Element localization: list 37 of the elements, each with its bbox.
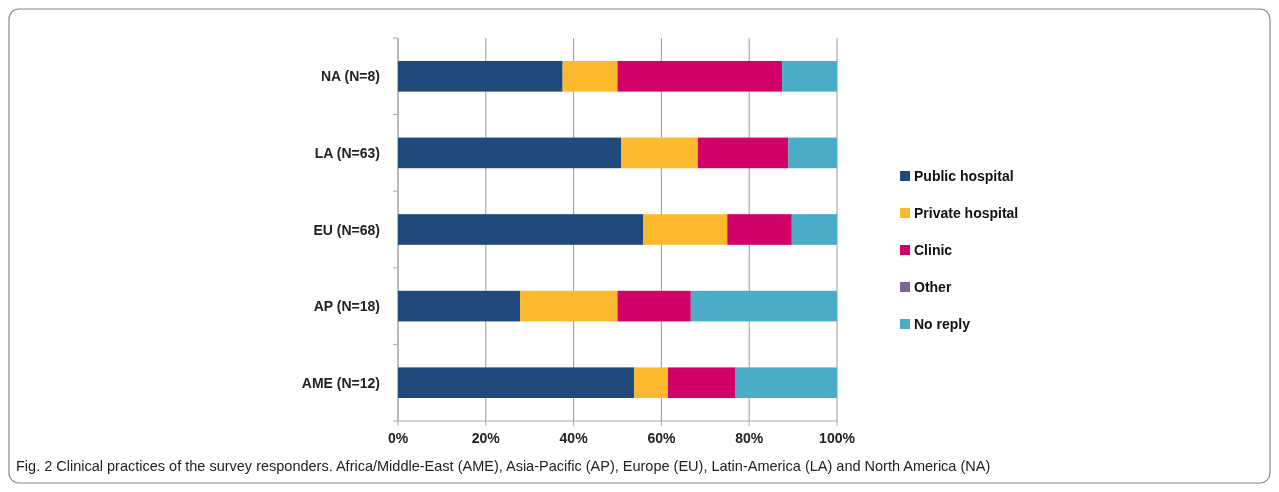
bar	[634, 367, 668, 399]
x-tick-label: 100%	[819, 430, 856, 446]
bar	[788, 137, 837, 169]
bar	[782, 60, 837, 92]
bar	[398, 367, 635, 399]
bar	[697, 137, 789, 169]
legend-label: Clinic	[914, 242, 953, 258]
legend-label: Other	[914, 279, 952, 295]
bar	[520, 290, 618, 322]
bar	[643, 214, 728, 245]
y-tick-label: NA (N=8)	[321, 68, 380, 85]
y-tick-label: EU (N=68)	[313, 221, 380, 238]
bar	[791, 214, 837, 245]
bar	[562, 60, 618, 92]
bar	[690, 290, 837, 322]
x-tick-label: 60%	[647, 430, 676, 446]
bar	[398, 137, 622, 169]
x-tick-label: 40%	[559, 430, 589, 446]
bar	[727, 214, 792, 245]
x-tick-label: 0%	[387, 430, 409, 446]
legend-label: No reply	[914, 316, 971, 332]
x-tick-label: 20%	[471, 430, 501, 446]
x-tick-label: 80%	[735, 430, 764, 446]
bar	[617, 290, 691, 322]
caption: Fig. 2 Clinical practices of the survey responders. Africa/Middle-East (AME), Asia-Pacific (AP), Europe (EU), Latin-America (LA) and North America (NA)	[16, 458, 991, 474]
bar	[398, 60, 563, 92]
y-tick-label: AME (N=12)	[301, 374, 380, 391]
bar	[667, 367, 736, 399]
bar	[617, 60, 783, 92]
y-tick-label: LA (N=63)	[314, 144, 380, 161]
legend-label: Private hospital	[914, 205, 1019, 221]
legend-label: Public hospital	[914, 168, 1014, 184]
bar	[735, 367, 837, 399]
bar	[621, 137, 698, 169]
y-tick-label: AP (N=18)	[313, 298, 380, 315]
bar	[398, 214, 644, 245]
bar	[398, 290, 521, 322]
